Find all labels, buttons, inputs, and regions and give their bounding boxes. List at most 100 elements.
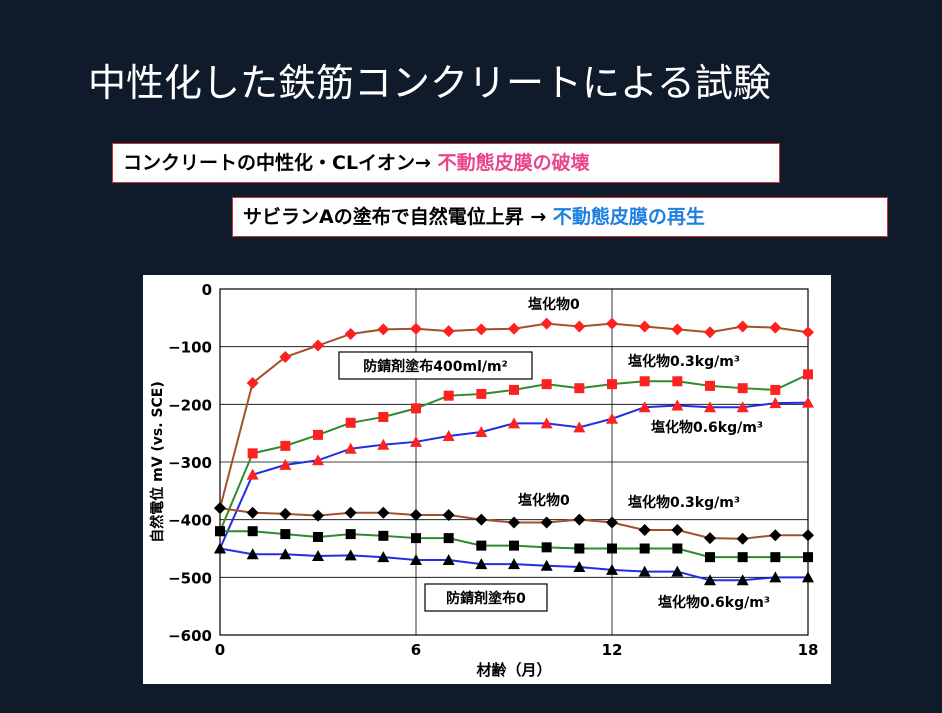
data-point	[638, 320, 651, 333]
data-point	[280, 440, 291, 451]
data-point	[769, 397, 782, 409]
data-point	[672, 543, 683, 554]
data-point	[671, 323, 684, 336]
data-point	[214, 542, 226, 554]
data-point	[246, 376, 259, 389]
data-point	[377, 323, 390, 336]
data-point	[671, 524, 684, 537]
callout-breakdown-highlight: 不動態皮膜の破壊	[437, 152, 590, 174]
data-point	[215, 526, 225, 537]
group-label: 防錆剤塗布400ml/m²	[363, 358, 507, 375]
data-point	[475, 558, 488, 570]
data-point	[540, 559, 553, 571]
slide-title: 中性化した鉄筋コンクリートによる試験	[88, 61, 771, 105]
series-label: 塩化物0.3kg/m³	[628, 353, 740, 370]
data-point	[377, 506, 390, 519]
data-point	[574, 383, 585, 394]
data-point	[802, 326, 814, 339]
data-point	[736, 320, 749, 333]
data-point	[345, 529, 356, 540]
y-tick-label: −200	[168, 396, 212, 414]
data-point	[443, 390, 454, 401]
data-point	[540, 516, 553, 529]
data-point	[509, 540, 519, 551]
data-point	[410, 322, 422, 335]
data-point	[344, 442, 357, 454]
data-point	[378, 530, 389, 541]
data-point	[475, 426, 488, 438]
data-point	[246, 468, 259, 480]
data-point	[607, 379, 617, 390]
data-point	[313, 429, 323, 440]
series-line	[219, 322, 809, 509]
series-label: 塩化物0	[528, 296, 580, 313]
data-point	[737, 383, 748, 394]
data-point	[476, 388, 487, 399]
y-tick-label: 0	[202, 281, 212, 299]
data-point	[606, 516, 618, 529]
data-point	[344, 327, 357, 340]
data-point	[344, 506, 357, 519]
series-label: 塩化物0.3kg/m³	[628, 494, 740, 511]
data-point	[410, 509, 422, 522]
callout-breakdown: コンクリートの中性化・CLイオン→ 不動態皮膜の破壊	[112, 143, 780, 183]
data-point	[246, 506, 259, 519]
data-point	[508, 558, 520, 570]
group-label-box	[338, 351, 533, 380]
series-label: 塩化物0.6kg/m³	[658, 594, 770, 611]
data-point	[410, 435, 422, 447]
data-point	[442, 554, 455, 566]
data-point	[769, 571, 782, 583]
y-tick-label: −400	[168, 512, 212, 530]
callout-breakdown-text: コンクリートの中性化・CLイオン→	[123, 152, 438, 174]
data-point	[312, 509, 324, 522]
data-point	[312, 339, 324, 352]
data-point	[410, 554, 422, 566]
group-label-box	[424, 583, 548, 612]
data-point	[573, 320, 586, 333]
data-point	[639, 376, 650, 387]
data-point	[736, 532, 749, 545]
data-point	[769, 321, 782, 334]
data-point	[802, 396, 814, 408]
data-point	[279, 548, 292, 560]
data-point	[574, 543, 585, 554]
data-point	[736, 574, 749, 586]
series-label: 塩化物0	[518, 492, 570, 509]
y-tick-label: −100	[168, 339, 212, 357]
data-point	[769, 529, 782, 542]
data-point	[573, 560, 586, 572]
data-point	[704, 401, 716, 413]
data-point	[573, 421, 586, 433]
y-tick-label: −500	[168, 569, 212, 587]
data-point	[411, 533, 421, 544]
data-point	[442, 325, 455, 338]
data-point	[313, 531, 323, 542]
data-point	[312, 549, 324, 561]
data-point	[508, 516, 520, 529]
data-point	[377, 438, 390, 450]
data-point	[541, 542, 552, 553]
y-axis-label: 自然電位 mV (vs. SCE)	[149, 381, 166, 543]
data-point	[638, 565, 651, 577]
data-point	[802, 571, 814, 583]
data-point	[476, 540, 487, 551]
data-point	[671, 565, 684, 577]
x-tick-label: 0	[215, 641, 225, 659]
data-point	[606, 563, 618, 575]
data-point	[508, 322, 520, 335]
data-point	[475, 513, 488, 526]
callout-regeneration-text: サビランAの塗布で自然電位上昇 →	[243, 206, 553, 228]
data-point	[508, 417, 520, 429]
y-tick-label: −600	[168, 627, 212, 645]
data-point	[279, 458, 292, 470]
data-point	[770, 384, 781, 395]
data-point	[573, 513, 586, 526]
data-point	[344, 549, 357, 561]
data-point	[705, 552, 715, 563]
y-tick-label: −300	[168, 454, 212, 472]
data-point	[540, 417, 553, 429]
data-point	[802, 529, 814, 542]
data-point	[246, 548, 259, 560]
callout-regeneration: サビランAの塗布で自然電位上昇 → 不動態皮膜の再生	[232, 197, 888, 237]
